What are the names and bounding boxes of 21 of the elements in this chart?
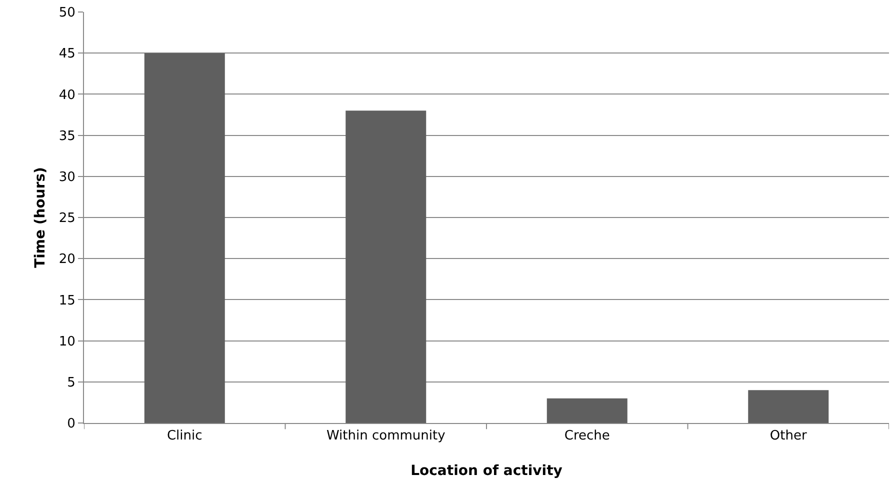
- y-tick-label: 15: [58, 293, 76, 308]
- x-tick-label: Clinic: [166, 428, 202, 444]
- bar: [346, 110, 426, 423]
- x-axis-title: Location of activity: [410, 463, 562, 479]
- y-axis-title: Time (hours): [32, 167, 48, 268]
- y-tick-label: 25: [58, 211, 76, 226]
- bar: [546, 398, 628, 423]
- x-tick-label: Within community: [326, 428, 446, 444]
- y-tick-label: 50: [58, 6, 76, 21]
- y-tick-label: 0: [67, 416, 76, 432]
- y-tick-label: 10: [58, 334, 76, 350]
- y-tick-label: 45: [58, 46, 76, 62]
- bar: [144, 53, 225, 423]
- y-tick-label: 5: [67, 375, 76, 390]
- x-tick-label: Other: [770, 428, 808, 444]
- x-tick-label: Creche: [564, 428, 610, 444]
- y-tick-label: 35: [58, 128, 76, 144]
- y-tick-label: 20: [58, 252, 76, 268]
- bar: [748, 390, 829, 423]
- y-tick-label: 30: [58, 170, 76, 185]
- y-tick-label: 40: [58, 88, 76, 103]
